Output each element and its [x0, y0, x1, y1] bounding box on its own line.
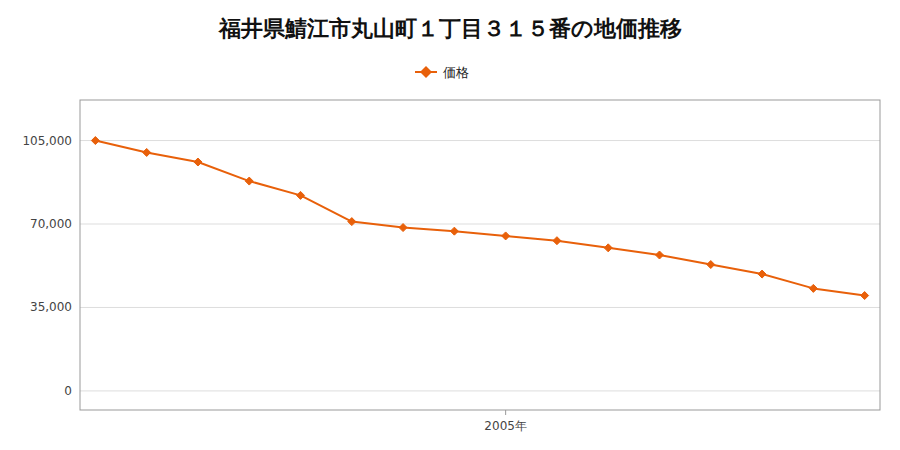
- series-marker: [758, 270, 766, 278]
- series-marker: [707, 261, 715, 269]
- y-tick-label: 105,000: [22, 134, 72, 148]
- series-line: [95, 141, 864, 296]
- series-marker: [245, 177, 253, 185]
- y-tick-label: 35,000: [30, 300, 72, 314]
- series-marker: [91, 137, 99, 145]
- series-marker: [399, 224, 407, 232]
- grid-line: [80, 224, 880, 225]
- grid-line: [80, 307, 880, 308]
- x-tick: [505, 410, 506, 415]
- y-tick-label: 70,000: [30, 217, 72, 231]
- chart-container: 福井県鯖江市丸山町１丁目３１５番の地価推移 0 35,000 70,000 105,00…: [0, 0, 900, 450]
- series-marker: [655, 251, 663, 259]
- series-marker: [450, 227, 458, 235]
- plot-frame: [80, 100, 880, 410]
- legend-marker: [420, 66, 432, 78]
- series-marker: [604, 244, 612, 252]
- series-marker: [861, 292, 869, 300]
- series-marker: [348, 218, 356, 226]
- chart-title: 福井県鯖江市丸山町１丁目３１５番の地価推移: [218, 16, 682, 41]
- series-marker: [553, 237, 561, 245]
- legend-label: 価格: [443, 65, 469, 80]
- grid-line: [80, 140, 880, 141]
- grid-line: [80, 390, 880, 391]
- data-area: [91, 137, 868, 300]
- y-tick-label: 0: [64, 384, 72, 398]
- x-tick-label: 2005年: [484, 419, 527, 433]
- chart-svg: 福井県鯖江市丸山町１丁目３１５番の地価推移 0 35,000 70,000 105,00…: [0, 0, 900, 450]
- y-grid: [80, 141, 880, 391]
- series-marker: [143, 148, 151, 156]
- series-marker: [194, 158, 202, 166]
- series-marker: [809, 284, 817, 292]
- series-marker: [502, 232, 510, 240]
- legend: 価格: [415, 65, 469, 80]
- series-marker: [297, 191, 305, 199]
